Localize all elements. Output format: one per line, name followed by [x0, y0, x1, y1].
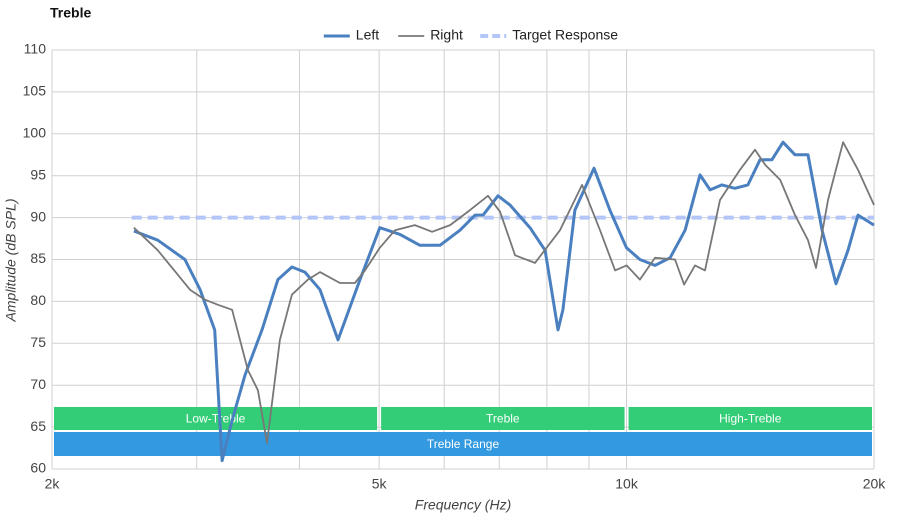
y-tick-label: 70	[30, 376, 46, 392]
y-tick-label: 60	[30, 460, 46, 476]
x-tick-label: 5k	[372, 476, 388, 492]
x-tick-label: 20k	[863, 476, 887, 492]
band-label: Low-Treble	[186, 412, 246, 426]
legend-label: Right	[430, 27, 463, 43]
legend-label: Left	[356, 27, 379, 43]
y-tick-label: 110	[24, 41, 47, 57]
y-tick-label: 90	[30, 208, 46, 224]
y-axis-label: Amplitude (dB SPL)	[3, 199, 19, 323]
band-label: High-Treble	[719, 412, 782, 426]
band	[381, 407, 625, 430]
y-tick-label: 65	[30, 418, 46, 434]
series-line	[133, 141, 875, 444]
band	[628, 407, 872, 430]
band-label: Treble Range	[427, 437, 500, 451]
legend-label: Target Response	[512, 27, 618, 43]
y-tick-label: 105	[23, 83, 47, 99]
band	[54, 407, 378, 430]
y-tick-label: 75	[30, 334, 46, 350]
y-tick-label: 85	[30, 250, 46, 266]
x-tick-label: 10k	[615, 476, 639, 492]
y-tick-label: 95	[30, 166, 46, 182]
y-tick-label: 100	[23, 125, 47, 141]
chart-title: Treble	[50, 5, 91, 21]
band	[54, 432, 872, 456]
x-axis-label: Frequency (Hz)	[415, 497, 511, 513]
x-tick-label: 2k	[45, 476, 61, 492]
y-tick-label: 80	[30, 292, 46, 308]
band-label: Treble	[486, 412, 520, 426]
